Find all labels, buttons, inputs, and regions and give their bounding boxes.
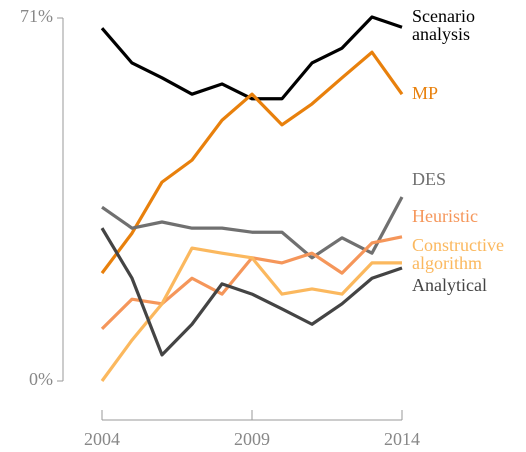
series-line: [100, 50, 404, 275]
series-line: [100, 227, 403, 357]
series-label: Scenario analysis: [412, 6, 475, 44]
series-line: [101, 196, 404, 260]
series-label: Heuristic: [412, 206, 478, 226]
x-tick-label: 2004: [84, 429, 120, 449]
y-tick-label: 71%: [20, 6, 53, 26]
series-label: MP: [412, 83, 438, 103]
x-tick-label: 2014: [384, 429, 420, 449]
x-tick-label: 2009: [234, 429, 270, 449]
series-line: [100, 246, 402, 382]
series-label: Constructive algorithm: [412, 235, 504, 273]
series-label: DES: [412, 169, 446, 189]
series-line: [100, 15, 403, 101]
series-label: Analytical: [412, 275, 487, 295]
y-tick-label: 0%: [29, 369, 53, 389]
